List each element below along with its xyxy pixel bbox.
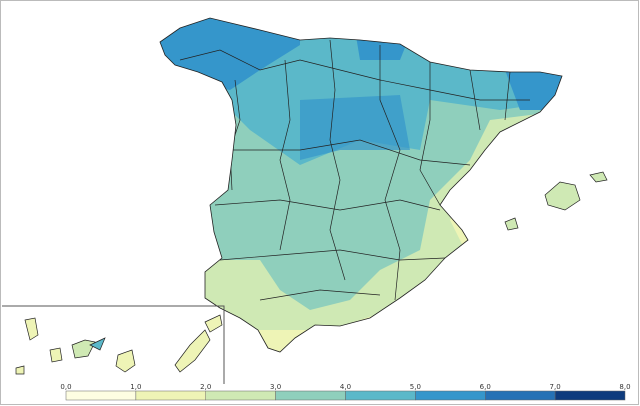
legend-label: 3,0 — [270, 383, 281, 391]
legend-swatch — [65, 390, 137, 401]
canary-islands — [15, 314, 223, 375]
legend-label: 4,0 — [340, 383, 351, 391]
coast — [159, 17, 563, 353]
legend-label: 2,0 — [200, 383, 211, 391]
legend-label: 7,0 — [550, 383, 561, 391]
legend-label: 8,0 — [619, 383, 630, 391]
legend-label: 6,0 — [480, 383, 491, 391]
legend-swatch — [345, 390, 416, 401]
legend-label: 5,0 — [410, 383, 421, 391]
legend-label: 0,0 — [60, 383, 71, 391]
inset-frame — [2, 305, 225, 384]
legend: 0,0 1,0 2,0 3,0 4,0 5,0 6,0 7,0 8,0 — [60, 383, 631, 401]
legend-swatch — [205, 390, 276, 401]
legend-swatch — [415, 390, 486, 401]
legend-swatch — [554, 390, 626, 401]
legend-label: 1,0 — [130, 383, 141, 391]
legend-swatch — [485, 390, 556, 401]
legend-swatch — [275, 390, 346, 401]
legend-swatch — [135, 390, 206, 401]
balearics — [504, 171, 608, 231]
